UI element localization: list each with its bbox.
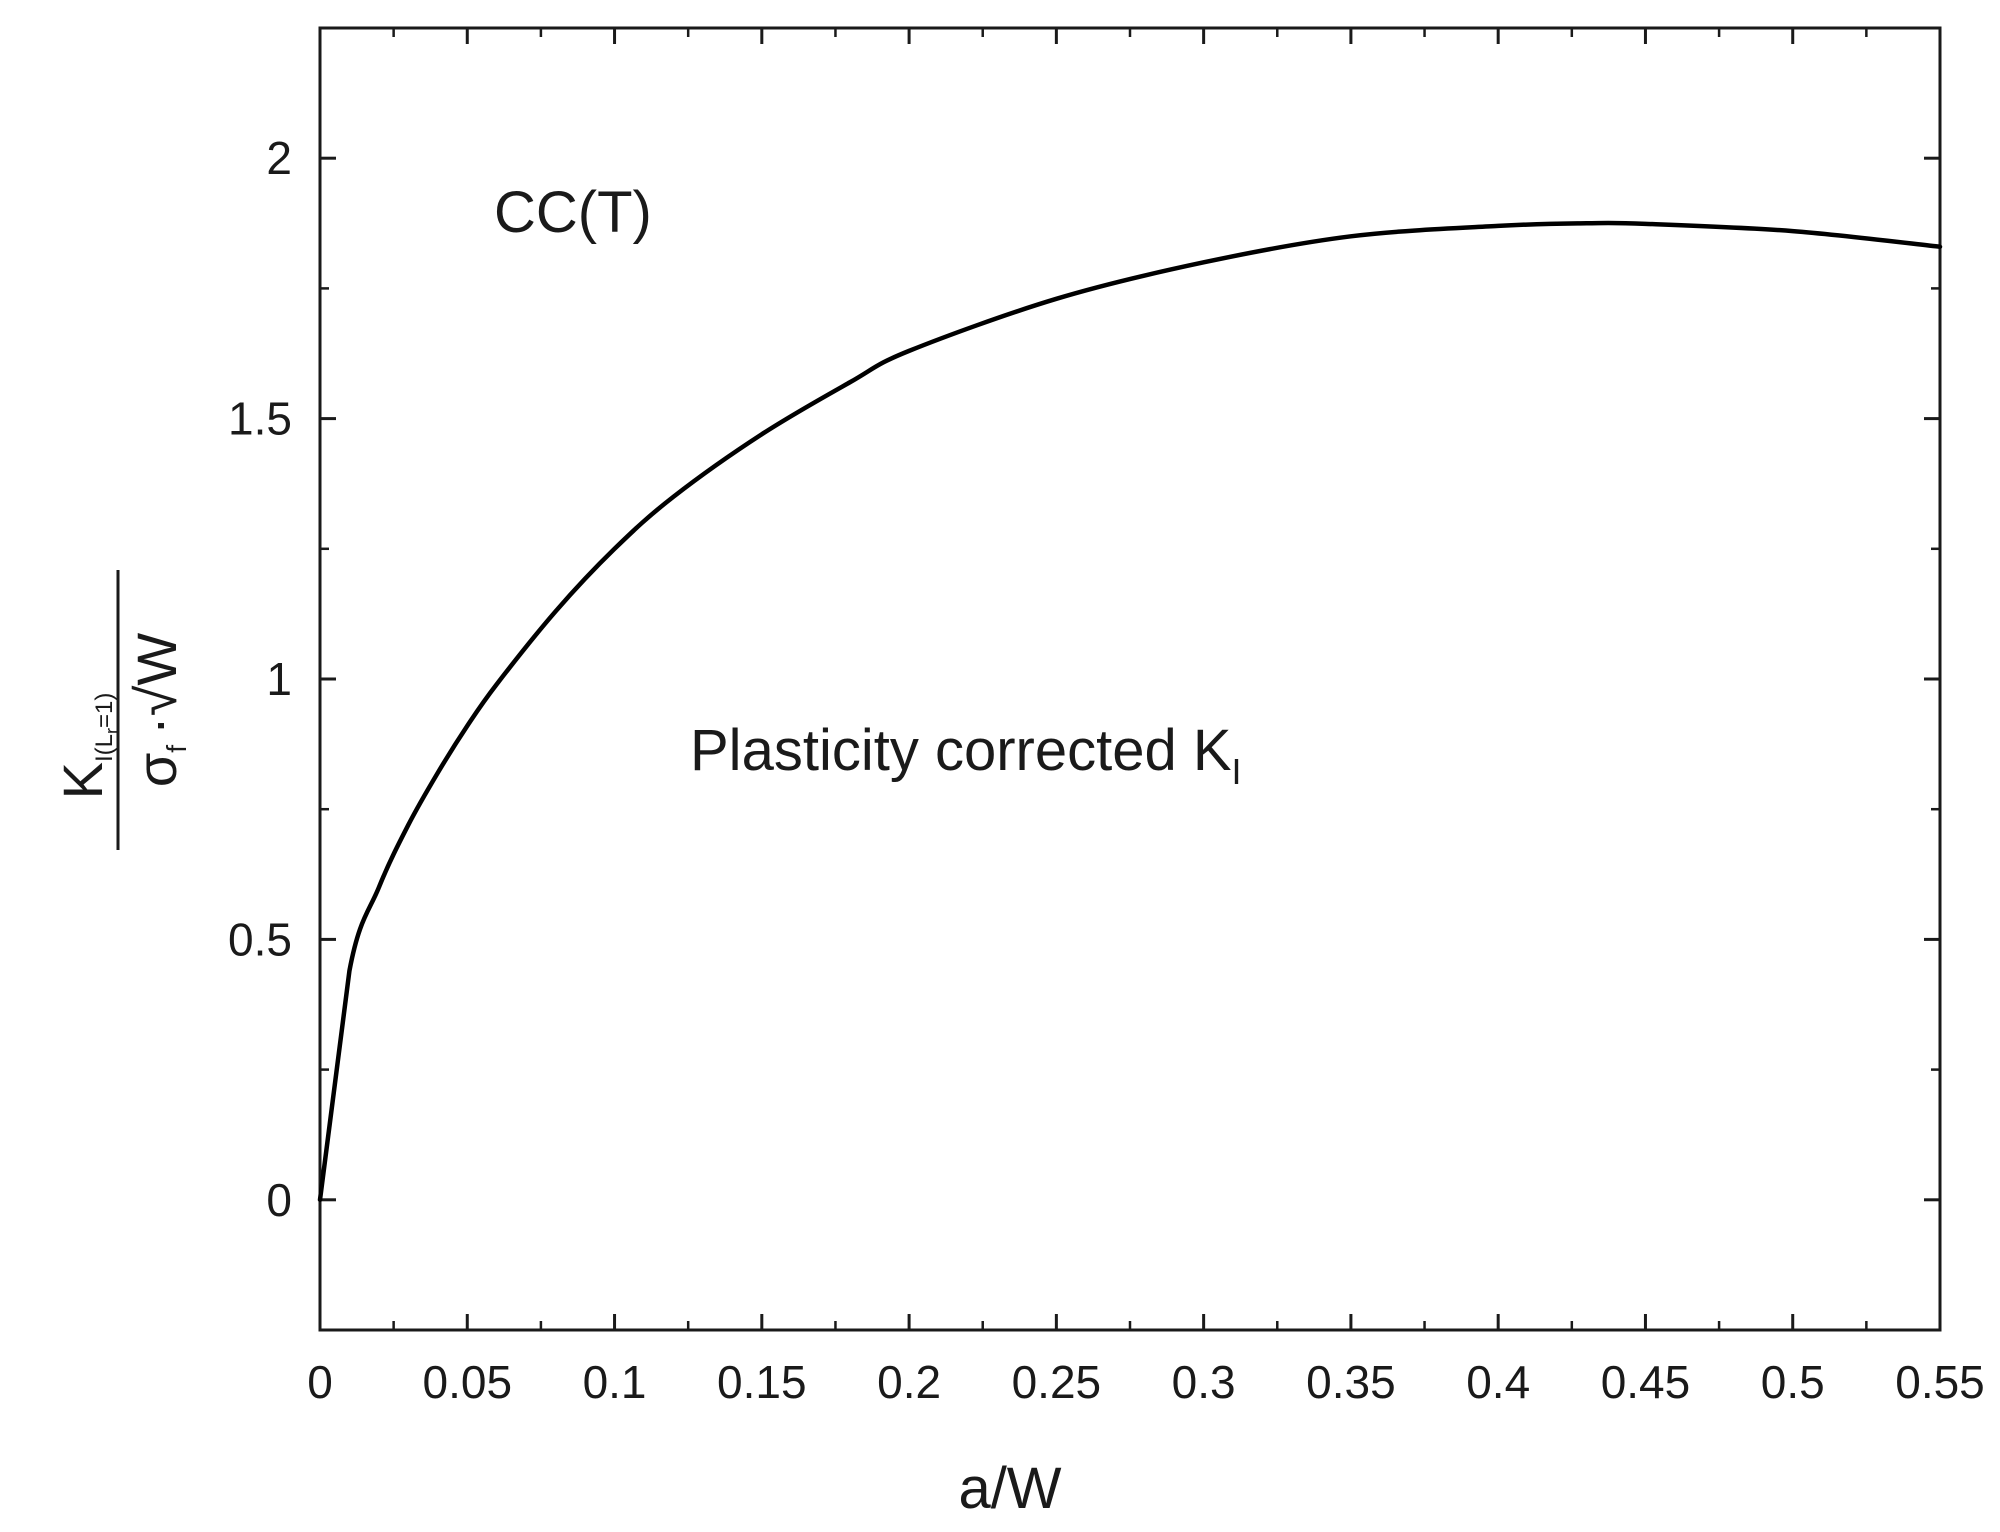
y-axis-title: KI(Lr=1) σf ·√W: [51, 570, 192, 850]
y-denominator-sigma-sub: f: [161, 745, 192, 753]
y-denominator-dot: ·: [125, 716, 188, 735]
y-axis-title-denominator: σf ·√W: [125, 633, 192, 788]
y-denominator-sigma: σ: [125, 753, 188, 788]
x-tick-label: 0.3: [1172, 1356, 1236, 1408]
x-axis-title: a/W: [958, 1456, 1061, 1521]
annotation-plasticity: Plasticity corrected KI: [690, 718, 1242, 792]
y-tick-label: 0: [266, 1174, 292, 1226]
x-tick-label: 0: [307, 1356, 333, 1408]
y-denominator-root: √: [125, 685, 188, 716]
x-tick-label: 0.1: [583, 1356, 647, 1408]
y-numerator-base: K: [51, 762, 114, 799]
series-line-plasticity-corrected-ki: [317, 220, 1943, 1203]
y-tick-label: 1.5: [228, 393, 292, 445]
annotation-cct: CC(T): [494, 180, 652, 245]
annotation-plasticity-text: Plasticity corrected K: [690, 718, 1232, 783]
x-tick-label: 0.45: [1601, 1356, 1691, 1408]
x-tick-label: 0.5: [1761, 1356, 1825, 1408]
y-tick-label: 1: [266, 653, 292, 705]
x-tick-label: 0.35: [1306, 1356, 1396, 1408]
y-axis-title-numerator: KI(Lr=1): [51, 693, 122, 800]
y-numerator-subtail: =1): [91, 693, 118, 728]
x-tick-label: 0.25: [1012, 1356, 1102, 1408]
y-tick-label: 0.5: [228, 913, 292, 965]
x-tick-label: 0.4: [1466, 1356, 1530, 1408]
x-tick-label: 0.15: [717, 1356, 807, 1408]
x-tick-label: 0.05: [423, 1356, 513, 1408]
y-tick-label: 2: [266, 132, 292, 184]
y-numerator-subsub: r: [102, 728, 122, 734]
x-tick-label: 0.2: [877, 1356, 941, 1408]
y-denominator-var: W: [125, 633, 188, 686]
annotation-plasticity-subscript: I: [1232, 751, 1242, 792]
y-numerator-subscript: I(L: [91, 734, 118, 762]
x-tick-label: 0.55: [1895, 1356, 1985, 1408]
